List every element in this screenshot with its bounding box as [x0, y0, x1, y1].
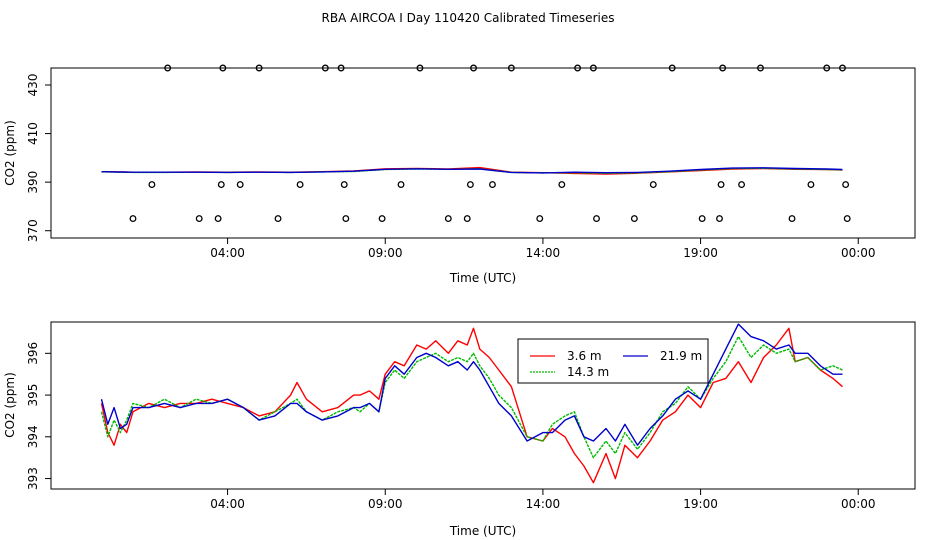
top-flag-circle-27 — [589, 64, 597, 72]
top-flag-circle-38 — [788, 215, 796, 223]
bot-x-tick-label-04-00: 04:00 — [210, 497, 245, 511]
top-flag-circle-35 — [719, 64, 727, 72]
top-flag-circle-43 — [843, 215, 851, 223]
top-flag-circle-39 — [807, 181, 815, 189]
top-y-tick-label-430: 430 — [26, 74, 40, 97]
top-x-axis: 04:00 09:00 14:00 19:00 00:00 — [210, 238, 876, 260]
top-flag-circle-10 — [296, 181, 304, 189]
bot-x-tick-label-09-00: 09:00 — [368, 497, 403, 511]
top-flag-circle-23 — [507, 64, 515, 72]
bottom-x-axis-title: Time (UTC) — [449, 524, 516, 538]
top-flag-circle-28 — [593, 215, 600, 223]
top-flag-circle-4 — [214, 215, 222, 223]
top-flag-circle-16 — [397, 181, 405, 189]
bot-x-tick-label-00-00: 00:00 — [841, 497, 876, 511]
top-flag-circle-0 — [129, 215, 137, 223]
top-y-tick-label-370: 370 — [26, 219, 40, 242]
top-x-tick-label-04-00: 04:00 — [210, 246, 245, 260]
top-series-21-9-m — [101, 167, 843, 174]
top-flag-circle-22 — [489, 181, 496, 189]
top-flag-circle-14 — [342, 215, 350, 223]
bottom-y-axis-title: CO2 (ppm) — [3, 372, 17, 438]
bot-y-tick-label-395: 395 — [26, 384, 40, 407]
top-flag-circle-2 — [164, 64, 172, 72]
top-flag-circle-19 — [463, 215, 471, 223]
top-flag-circle-36 — [738, 181, 746, 189]
top-flag-circle-17 — [416, 64, 424, 72]
top-flag-circle-34 — [717, 181, 725, 189]
bot-y-tick-label-393: 393 — [26, 467, 40, 490]
legend-box — [517, 338, 709, 384]
bot-x-tick-label-14-00: 14:00 — [526, 497, 561, 511]
top-flag-circle-32 — [698, 215, 706, 223]
legend-label-14-3m: 14.3 m — [567, 365, 609, 379]
top-flag-circle-6 — [219, 64, 227, 72]
legend-label-21-9m: 21.9 m — [660, 349, 702, 363]
top-flag-circles — [129, 64, 851, 223]
legend: 3.6 m 21.9 m 14.3 m — [517, 338, 709, 384]
top-flag-circle-15 — [378, 215, 386, 223]
top-flag-circle-21 — [470, 64, 477, 72]
bottom-series-lines — [100, 323, 843, 484]
bot-series-14-3-m — [100, 335, 843, 459]
top-x-axis-title: Time (UTC) — [449, 271, 516, 285]
top-y-axis: 370 390 410 430 — [26, 74, 51, 242]
top-flag-circle-37 — [757, 64, 764, 72]
top-flag-circle-11 — [321, 64, 329, 72]
top-flag-circle-30 — [649, 181, 657, 189]
top-series-lines — [101, 166, 843, 175]
figure-title: RBA AIRCOA I Day 110420 Calibrated Times… — [322, 11, 615, 25]
bottom-x-axis: 04:00 09:00 14:00 19:00 00:00 — [210, 489, 876, 511]
top-x-tick-label-00-00: 00:00 — [841, 246, 876, 260]
bottom-panel: 04:00 09:00 14:00 19:00 00:00 393 394 395 396 T… — [3, 321, 916, 538]
top-flag-circle-18 — [444, 215, 452, 223]
top-panel: 04:00 09:00 14:00 19:00 00:00 370 390 410 430 T… — [3, 64, 916, 285]
top-flag-circle-24 — [536, 215, 544, 223]
top-flag-circle-20 — [466, 181, 474, 189]
bot-y-tick-label-396: 396 — [26, 342, 40, 365]
bot-series-21-9-m — [100, 323, 843, 446]
top-flag-circle-31 — [668, 64, 676, 72]
bot-series-3-6-m — [100, 327, 843, 484]
top-flag-circle-13 — [340, 181, 348, 189]
top-plot-frame — [50, 67, 916, 239]
top-flag-circle-40 — [823, 64, 831, 72]
top-y-tick-label-410: 410 — [26, 122, 40, 145]
top-flag-circle-3 — [195, 215, 203, 223]
top-x-tick-label-09-00: 09:00 — [368, 246, 403, 260]
bot-y-tick-label-394: 394 — [26, 425, 40, 448]
top-flag-circle-26 — [574, 64, 582, 72]
top-flag-circle-9 — [274, 215, 282, 223]
top-flag-circle-1 — [148, 181, 156, 189]
top-flag-circle-41 — [839, 64, 846, 72]
bottom-plot-frame — [50, 321, 916, 490]
top-y-axis-title: CO2 (ppm) — [3, 120, 17, 186]
top-y-tick-label-390: 390 — [26, 171, 40, 194]
top-flag-circle-7 — [236, 181, 244, 189]
bot-x-tick-label-19-00: 19:00 — [683, 497, 718, 511]
top-x-tick-label-14-00: 14:00 — [526, 246, 561, 260]
top-flag-circle-5 — [217, 181, 225, 189]
top-flag-circle-12 — [337, 64, 345, 72]
top-flag-circle-8 — [255, 64, 263, 72]
top-flag-circle-29 — [630, 215, 638, 223]
top-flag-circle-42 — [842, 181, 850, 189]
top-x-tick-label-19-00: 19:00 — [683, 246, 718, 260]
bottom-y-axis: 393 394 395 396 — [26, 342, 51, 490]
legend-label-3-6m: 3.6 m — [567, 349, 602, 363]
top-flag-circle-33 — [716, 215, 723, 223]
top-flag-circle-25 — [558, 181, 566, 189]
